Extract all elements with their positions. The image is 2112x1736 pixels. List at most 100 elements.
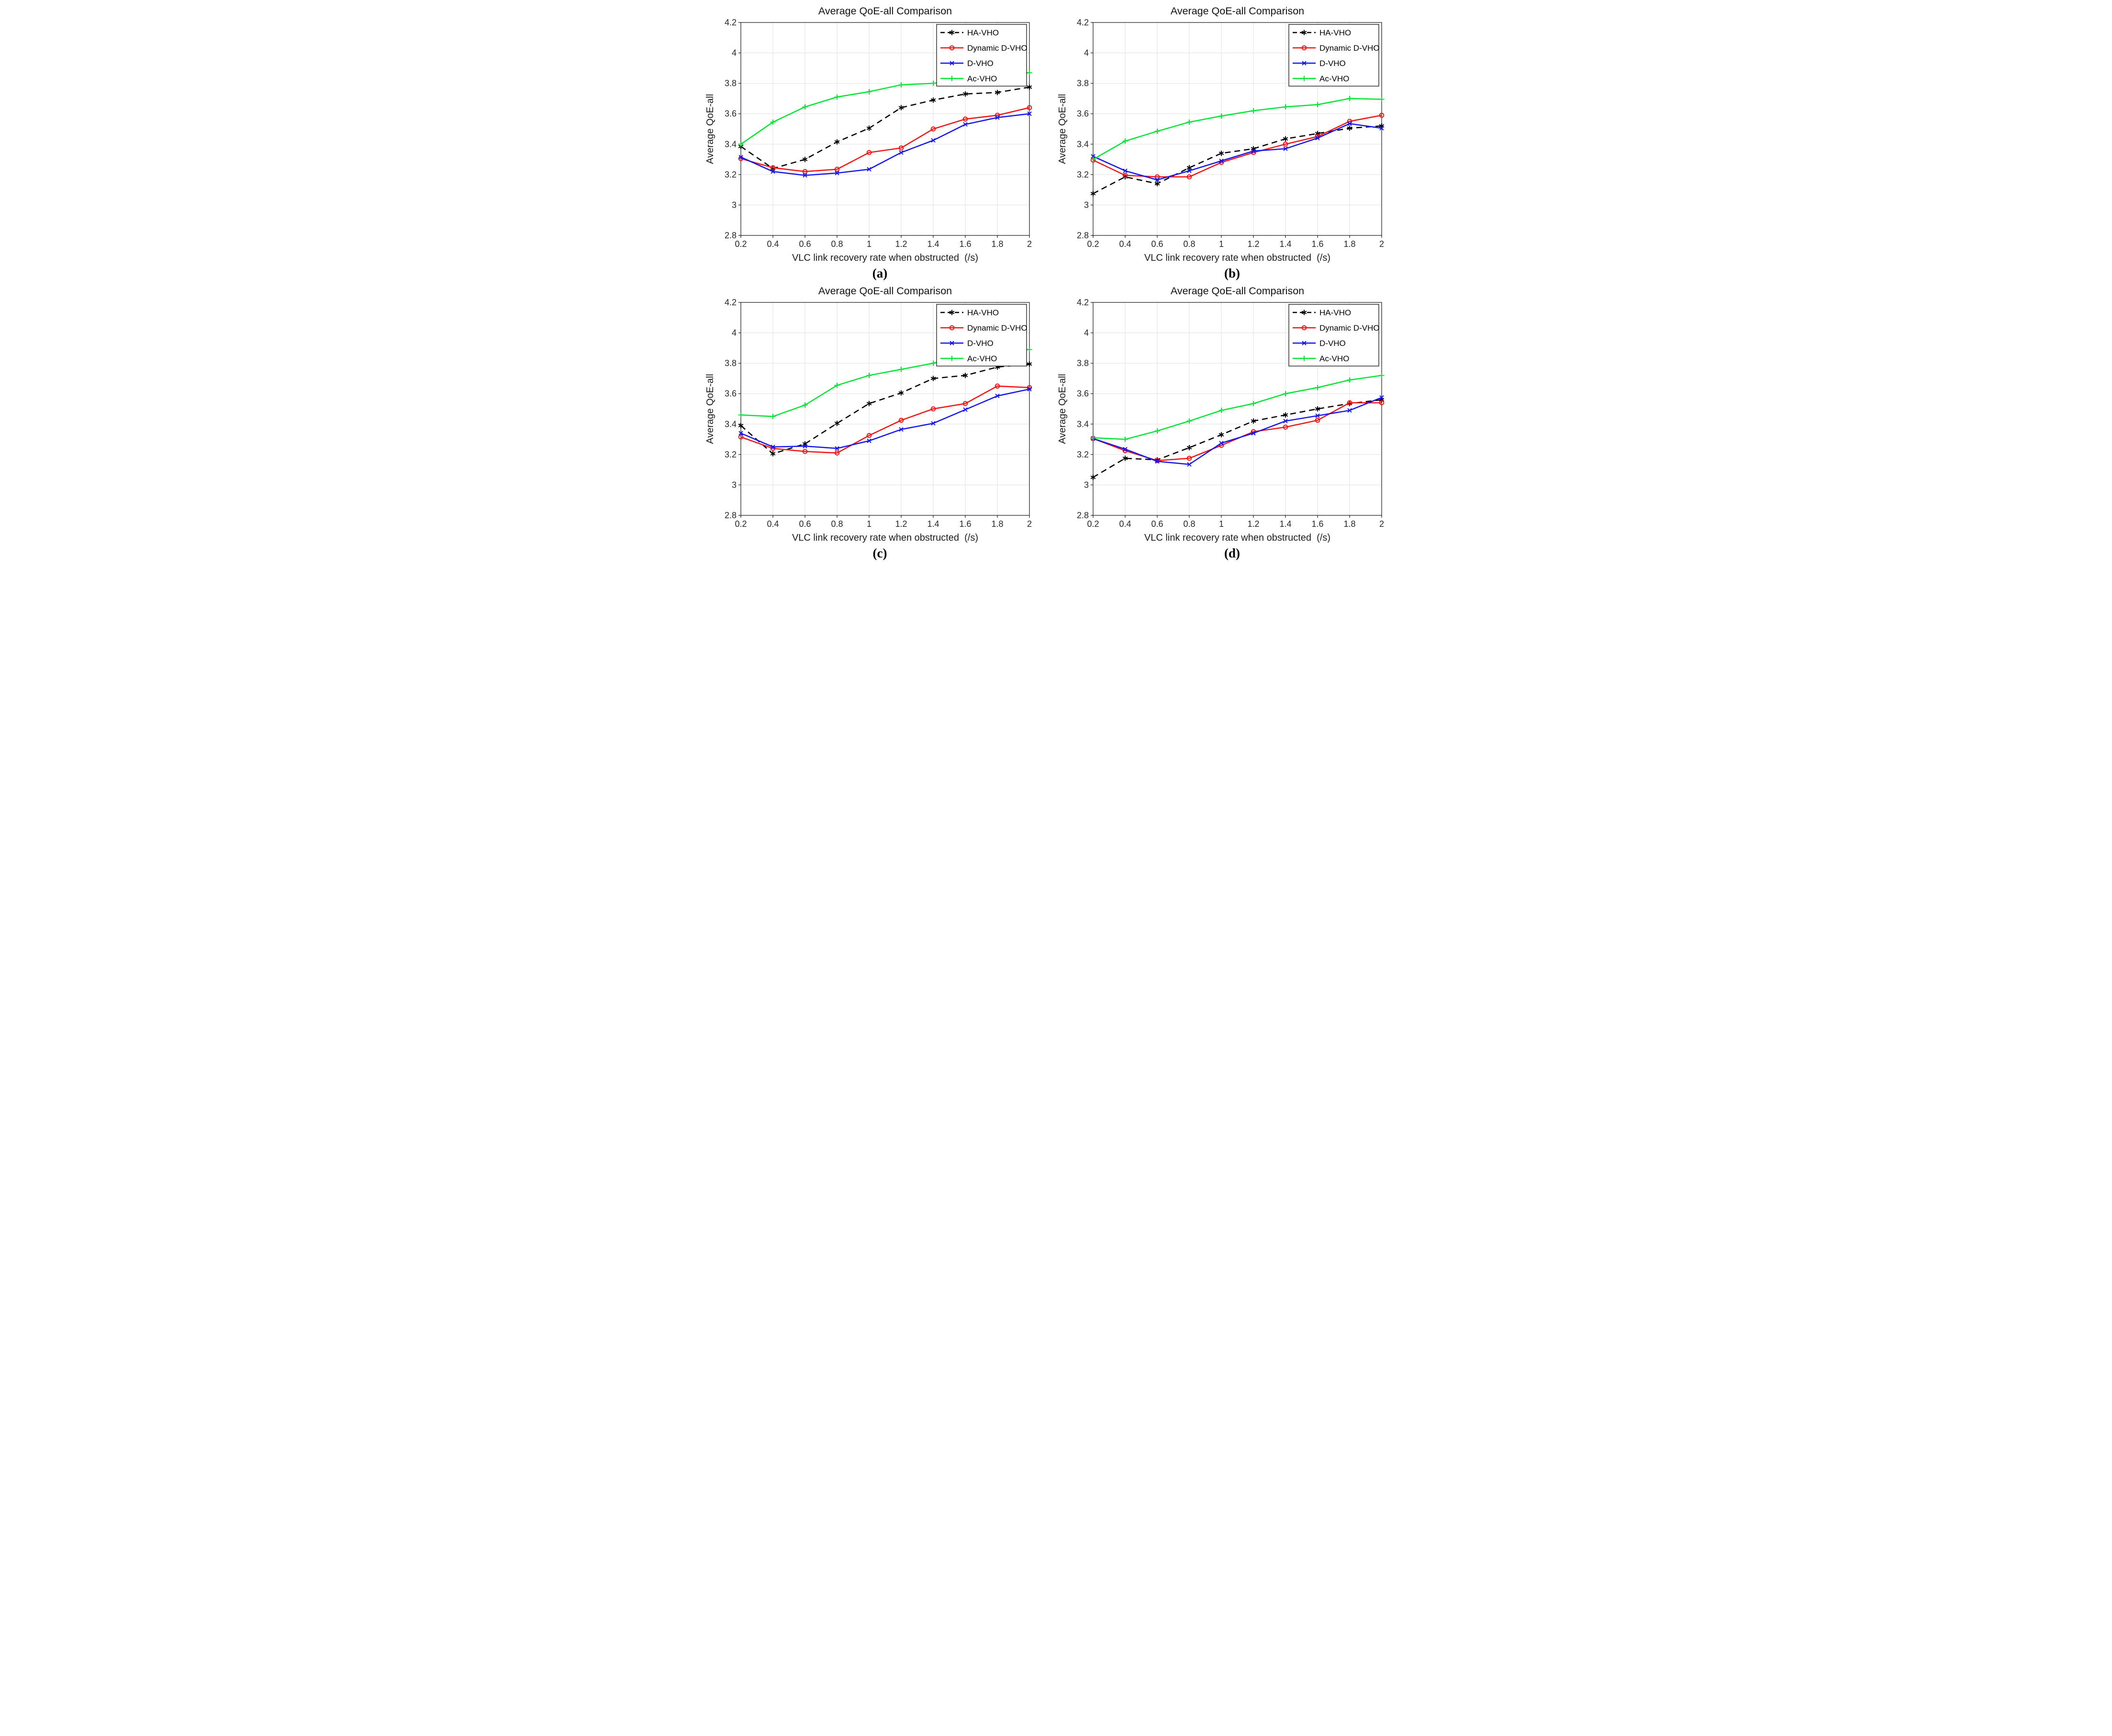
legend-label: Ac-VHO <box>967 354 997 363</box>
series-line <box>740 86 1030 169</box>
series-markers <box>1090 373 1385 442</box>
series-d-vho <box>1091 121 1384 182</box>
subplot-d: 0.2 0.4 0.6 0.8 1 1.2 1.4 1.6 1.8 2 2.8 3 3.2 3.4 3.6 3… <box>1056 282 1408 561</box>
y-tick-label: 3.8 <box>1077 78 1089 88</box>
x-tick-label: 1.2 <box>1247 239 1259 249</box>
y-axis-label: Average QoE-all <box>705 94 715 164</box>
series-line <box>740 107 1030 172</box>
series-markers <box>1090 397 1385 480</box>
legend-label: D-VHO <box>967 339 994 348</box>
plot-border <box>740 22 1030 236</box>
x-tick-label: 0.6 <box>799 239 811 249</box>
y-tick-label: 3 <box>732 200 737 210</box>
plot-border <box>740 302 1030 516</box>
legend-item-d-vho: D-VHO <box>940 339 994 348</box>
x-tick-label: 1.4 <box>927 239 939 249</box>
x-tick-label: 0.4 <box>767 519 779 529</box>
y-tick-label: 4.2 <box>1077 298 1089 307</box>
y-axis-label: Average QoE-all <box>1057 94 1068 164</box>
subplot-b-caption: (b) <box>1224 266 1240 280</box>
x-tick-label: 0.2 <box>1087 519 1099 529</box>
y-tick-label: 3.2 <box>1077 450 1089 459</box>
legend-item-ac-vho: Ac-VHO <box>1293 354 1349 363</box>
series-d-vho <box>738 387 1032 451</box>
x-tick-label: 1 <box>1219 519 1224 529</box>
legend-label: Dynamic D-VHO <box>1319 44 1380 53</box>
y-tick-label: 3 <box>1084 480 1089 490</box>
x-tick-label: 1.8 <box>991 519 1003 529</box>
series-markers <box>738 361 1032 456</box>
y-tick-label: 4.2 <box>725 298 737 307</box>
y-tick-label: 3.4 <box>1077 419 1089 429</box>
x-axis-label: VLC link recovery rate when obstructed (… <box>792 253 978 263</box>
series-line <box>1093 397 1382 465</box>
y-tick-label: 3.8 <box>725 78 737 88</box>
y-tick-label: 4.2 <box>725 18 737 27</box>
legend-item-d-vho: D-VHO <box>1293 59 1346 68</box>
legend-item-dynamic-d-vho: Dynamic D-VHO <box>940 44 1028 53</box>
series-markers <box>1091 121 1384 182</box>
subplot-a: 0.2 0.4 0.6 0.8 1 1.2 1.4 1.6 1.8 2 2.8 3 3.2 3.4 3.6 3… <box>704 2 1056 281</box>
y-tick-label: 4 <box>732 328 737 338</box>
legend-label: D-VHO <box>967 59 994 68</box>
y-tick-labels: 2.8 3 3.2 3.4 3.6 3.8 4 4.2 <box>1077 298 1089 520</box>
axis-ticks <box>738 302 1030 518</box>
y-tick-label: 3.4 <box>725 419 737 429</box>
series-ha-vho <box>738 361 1032 456</box>
x-tick-labels: 0.2 0.4 0.6 0.8 1 1.2 1.4 1.6 1.8 2 <box>1087 519 1384 529</box>
x-tick-label: 0.6 <box>1151 519 1163 529</box>
legend: HA-VHO Dynamic D-VHO D-VHO Ac-VHO <box>1288 24 1380 87</box>
legend-item-ha-vho: HA-VHO <box>1293 308 1351 317</box>
y-tick-label: 3.8 <box>1077 358 1089 368</box>
x-tick-label: 1.2 <box>895 519 907 529</box>
y-tick-label: 2.8 <box>725 231 737 240</box>
subplot-b: 0.2 0.4 0.6 0.8 1 1.2 1.4 1.6 1.8 2 2.8 3 3.2 3.4 3.6 3… <box>1056 2 1408 281</box>
x-axis-label: VLC link recovery rate when obstructed (… <box>792 533 978 543</box>
y-tick-label: 3.6 <box>1077 109 1089 119</box>
y-tick-label: 3.6 <box>725 109 737 119</box>
series-line <box>740 385 1030 454</box>
legend-label: HA-VHO <box>1319 308 1351 317</box>
x-tick-label: 0.6 <box>1151 239 1163 249</box>
x-tick-label: 0.2 <box>1087 239 1099 249</box>
series-ha-vho <box>1090 123 1385 197</box>
x-tick-label: 1 <box>867 239 872 249</box>
legend-label: HA-VHO <box>967 28 999 37</box>
legend-label: Ac-VHO <box>1319 354 1349 363</box>
figure-grid: 0.2 0.4 0.6 0.8 1 1.2 1.4 1.6 1.8 2 2.8 3 3.2 3.4 3.6 3… <box>704 0 1408 561</box>
series-dynamic-d-vho <box>738 383 1032 456</box>
x-tick-label: 1.6 <box>1311 519 1323 529</box>
y-tick-labels: 2.8 3 3.2 3.4 3.6 3.8 4 4.2 <box>1077 18 1089 240</box>
x-tick-label: 0.8 <box>1183 239 1195 249</box>
y-tick-label: 3.4 <box>725 139 737 149</box>
legend-item-ac-vho: Ac-VHO <box>940 354 997 363</box>
chart-title: Average QoE-all Comparison <box>1171 285 1304 297</box>
plot-border <box>1093 22 1382 236</box>
series-markers <box>1090 112 1385 179</box>
legend-item-d-vho: D-VHO <box>940 59 994 68</box>
series-ha-vho <box>738 84 1032 171</box>
x-tick-label: 1.6 <box>959 239 971 249</box>
series-markers <box>738 105 1032 174</box>
x-axis-label: VLC link recovery rate when obstructed (… <box>1144 253 1330 263</box>
series-line <box>1093 98 1382 160</box>
legend-item-ha-vho: HA-VHO <box>940 308 999 317</box>
x-axis-label: VLC link recovery rate when obstructed (… <box>1144 533 1330 543</box>
chart-b-canvas: 0.2 0.4 0.6 0.8 1 1.2 1.4 1.6 1.8 2 2.8 3 3.2 3.4 3.6 3… <box>1057 5 1385 263</box>
legend: HA-VHO Dynamic D-VHO D-VHO Ac-VHO <box>1288 304 1380 367</box>
series-line <box>740 388 1030 449</box>
x-tick-label: 2 <box>1379 519 1384 529</box>
y-tick-label: 2.8 <box>725 511 737 520</box>
axis-ticks <box>1091 302 1382 518</box>
x-tick-label: 0.4 <box>767 239 779 249</box>
x-tick-labels: 0.2 0.4 0.6 0.8 1 1.2 1.4 1.6 1.8 2 <box>735 239 1032 249</box>
y-tick-label: 3.6 <box>1077 389 1089 399</box>
x-tick-labels: 0.2 0.4 0.6 0.8 1 1.2 1.4 1.6 1.8 2 <box>735 519 1032 529</box>
legend-item-d-vho: D-VHO <box>1293 339 1346 348</box>
legend-label: HA-VHO <box>1319 28 1351 37</box>
legend-label: HA-VHO <box>967 308 999 317</box>
x-tick-label: 1.4 <box>1279 239 1291 249</box>
x-tick-label: 2 <box>1027 239 1032 249</box>
series-markers <box>738 84 1032 171</box>
legend-item-ha-vho: HA-VHO <box>940 28 999 37</box>
